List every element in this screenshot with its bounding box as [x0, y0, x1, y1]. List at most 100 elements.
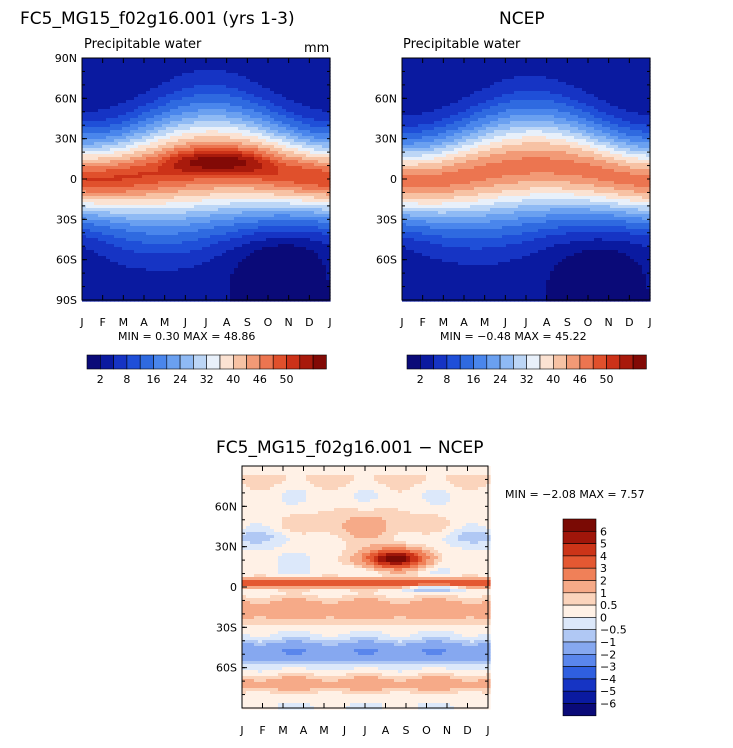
field-cell [326, 61, 331, 65]
field-cell [302, 82, 307, 86]
field-cell [142, 64, 147, 68]
field-cell [138, 73, 143, 77]
field-cell [310, 103, 315, 107]
field-cell [286, 97, 291, 101]
field-cell [270, 88, 275, 92]
field-cell [186, 85, 191, 89]
field-cell [250, 73, 255, 77]
field-cell [126, 103, 131, 107]
field-cell [130, 88, 135, 92]
field-cell [90, 115, 95, 119]
field-cell [166, 64, 171, 68]
field-cell [294, 94, 299, 98]
field-cell [198, 112, 203, 116]
field-cell [122, 112, 127, 116]
field-cell [98, 88, 103, 92]
field-cell [142, 85, 147, 89]
field-cell [294, 73, 299, 77]
field-cell [114, 79, 119, 83]
field-cell [194, 58, 199, 62]
field-cell [226, 73, 231, 77]
field-cell [166, 67, 171, 71]
field-cell [326, 100, 331, 104]
field-cell [294, 61, 299, 65]
field-cell [106, 70, 111, 74]
field-cell [122, 82, 127, 86]
field-cell [114, 76, 119, 80]
field-cell [126, 106, 131, 110]
field-cell [122, 58, 127, 62]
field-cell [238, 112, 243, 116]
field-cell [278, 94, 283, 98]
field-cell [142, 97, 147, 101]
field-cell [86, 91, 91, 95]
field-cell [134, 112, 139, 116]
field-cell [322, 76, 327, 80]
field-cell [154, 106, 159, 110]
field-cell [222, 97, 227, 101]
field-cell [138, 64, 143, 68]
field-cell [238, 67, 243, 71]
field-cell [146, 88, 151, 92]
field-cell [86, 70, 91, 74]
field-cell [298, 58, 303, 62]
field-cell [106, 73, 111, 77]
field-cell [286, 103, 291, 107]
field-cell [94, 88, 99, 92]
field-cell [178, 109, 183, 113]
field-cell [142, 91, 147, 95]
field-cell [154, 64, 159, 68]
field-cell [194, 61, 199, 65]
field-cell [86, 76, 91, 80]
field-cell [254, 64, 259, 68]
field-cell [258, 85, 263, 89]
field-cell [194, 76, 199, 80]
field-cell [246, 88, 251, 92]
field-cell [110, 73, 115, 77]
field-cell [302, 106, 307, 110]
field-cell [134, 97, 139, 101]
field-cell [146, 61, 151, 65]
field-cell [134, 94, 139, 98]
field-cell [326, 88, 331, 92]
field-cell [210, 73, 215, 77]
field-cell [126, 67, 131, 71]
field-cell [306, 106, 311, 110]
field-cell [82, 106, 87, 110]
field-cell [214, 88, 219, 92]
field-cell [222, 85, 227, 89]
field-cell [274, 70, 279, 74]
field-cell [254, 73, 259, 77]
field-cell [230, 64, 235, 68]
field-cell [134, 88, 139, 92]
field-cell [130, 58, 135, 62]
field-cell [254, 112, 259, 116]
field-cell [150, 94, 155, 98]
field-cell [306, 73, 311, 77]
field-cell [222, 61, 227, 65]
field-cell [118, 100, 123, 104]
field-cell [246, 64, 251, 68]
field-cell [230, 67, 235, 71]
field-cell [82, 79, 87, 83]
field-cell [170, 64, 175, 68]
field-cell [262, 103, 267, 107]
field-cell [182, 79, 187, 83]
field-cell [86, 115, 91, 119]
field-cell [302, 91, 307, 95]
field-cell [126, 109, 131, 113]
field-cell [326, 103, 331, 107]
field-cell [110, 97, 115, 101]
field-cell [206, 106, 211, 110]
field-cell [258, 58, 263, 62]
field-cell [214, 112, 219, 116]
field-cell [106, 94, 111, 98]
field-cell [102, 67, 107, 71]
field-cell [234, 79, 239, 83]
field-cell [246, 70, 251, 74]
field-cell [166, 112, 171, 116]
field-cell [94, 109, 99, 113]
field-cell [86, 58, 91, 62]
field-cell [226, 97, 231, 101]
field-cell [294, 79, 299, 83]
